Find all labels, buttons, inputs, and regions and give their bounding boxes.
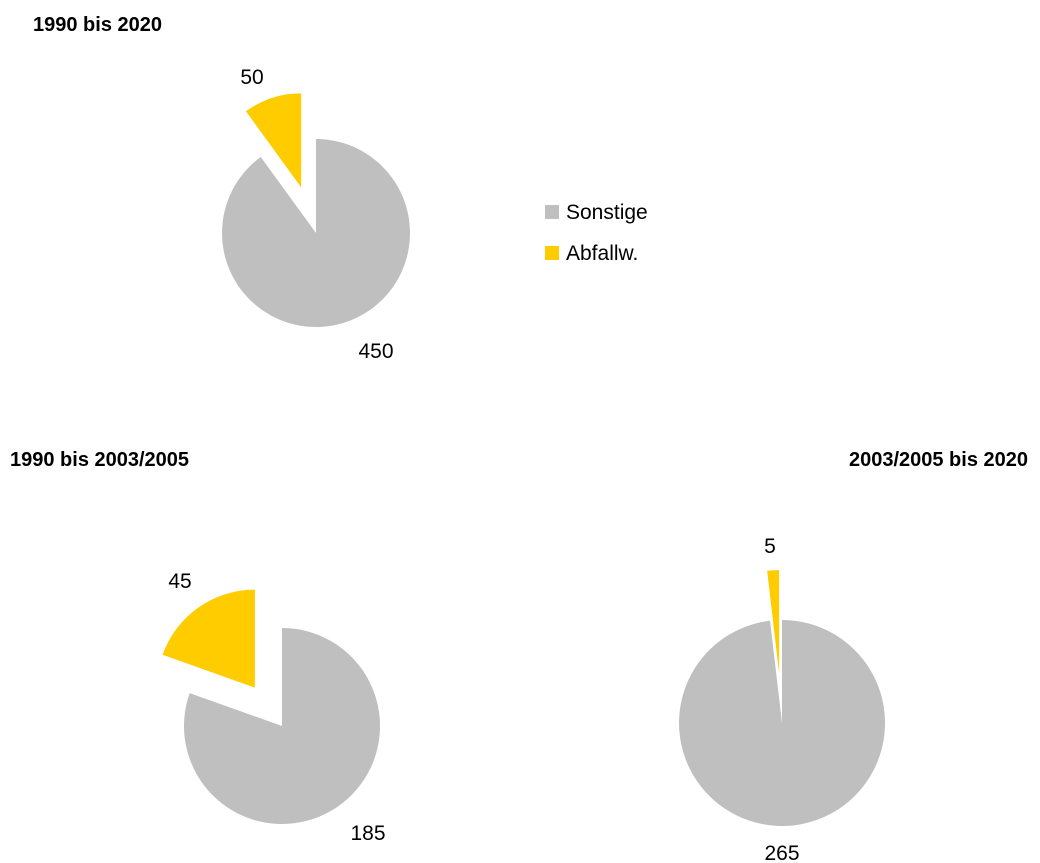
data-label-sonstige-1: 450 [358,340,393,363]
data-label-sonstige-2: 185 [350,822,385,845]
chart-title-3: 2003/2005 bis 2020 [849,449,1028,471]
chart-title-1: 1990 bis 2020 [33,14,162,36]
legend: Sonstige Abfallw. [545,201,648,265]
pie-slice-sonstige-2 [184,628,381,824]
chart-title-2: 1990 bis 2003/2005 [10,449,189,471]
data-label-sonstige-3: 265 [764,842,799,863]
pie-slice-abfallw-2 [162,589,255,688]
legend-label-sonstige: Sonstige [566,201,648,224]
data-label-abfallw-2: 45 [168,570,191,593]
data-label-abfallw-3: 5 [764,535,776,558]
pie-slice-sonstige-1 [221,139,410,327]
legend-swatch-sonstige [545,205,559,219]
pie-slice-sonstige-3 [679,620,886,826]
legend-label-abfallw: Abfallw. [566,242,638,265]
data-label-abfallw-1: 50 [240,66,263,89]
pies-group: 450 50 185 45 265 5 [162,66,886,863]
legend-swatch-abfallw [545,246,559,260]
pie-slice-abfallw-3 [767,570,780,674]
pie-slice-abfallw-1 [245,93,302,188]
